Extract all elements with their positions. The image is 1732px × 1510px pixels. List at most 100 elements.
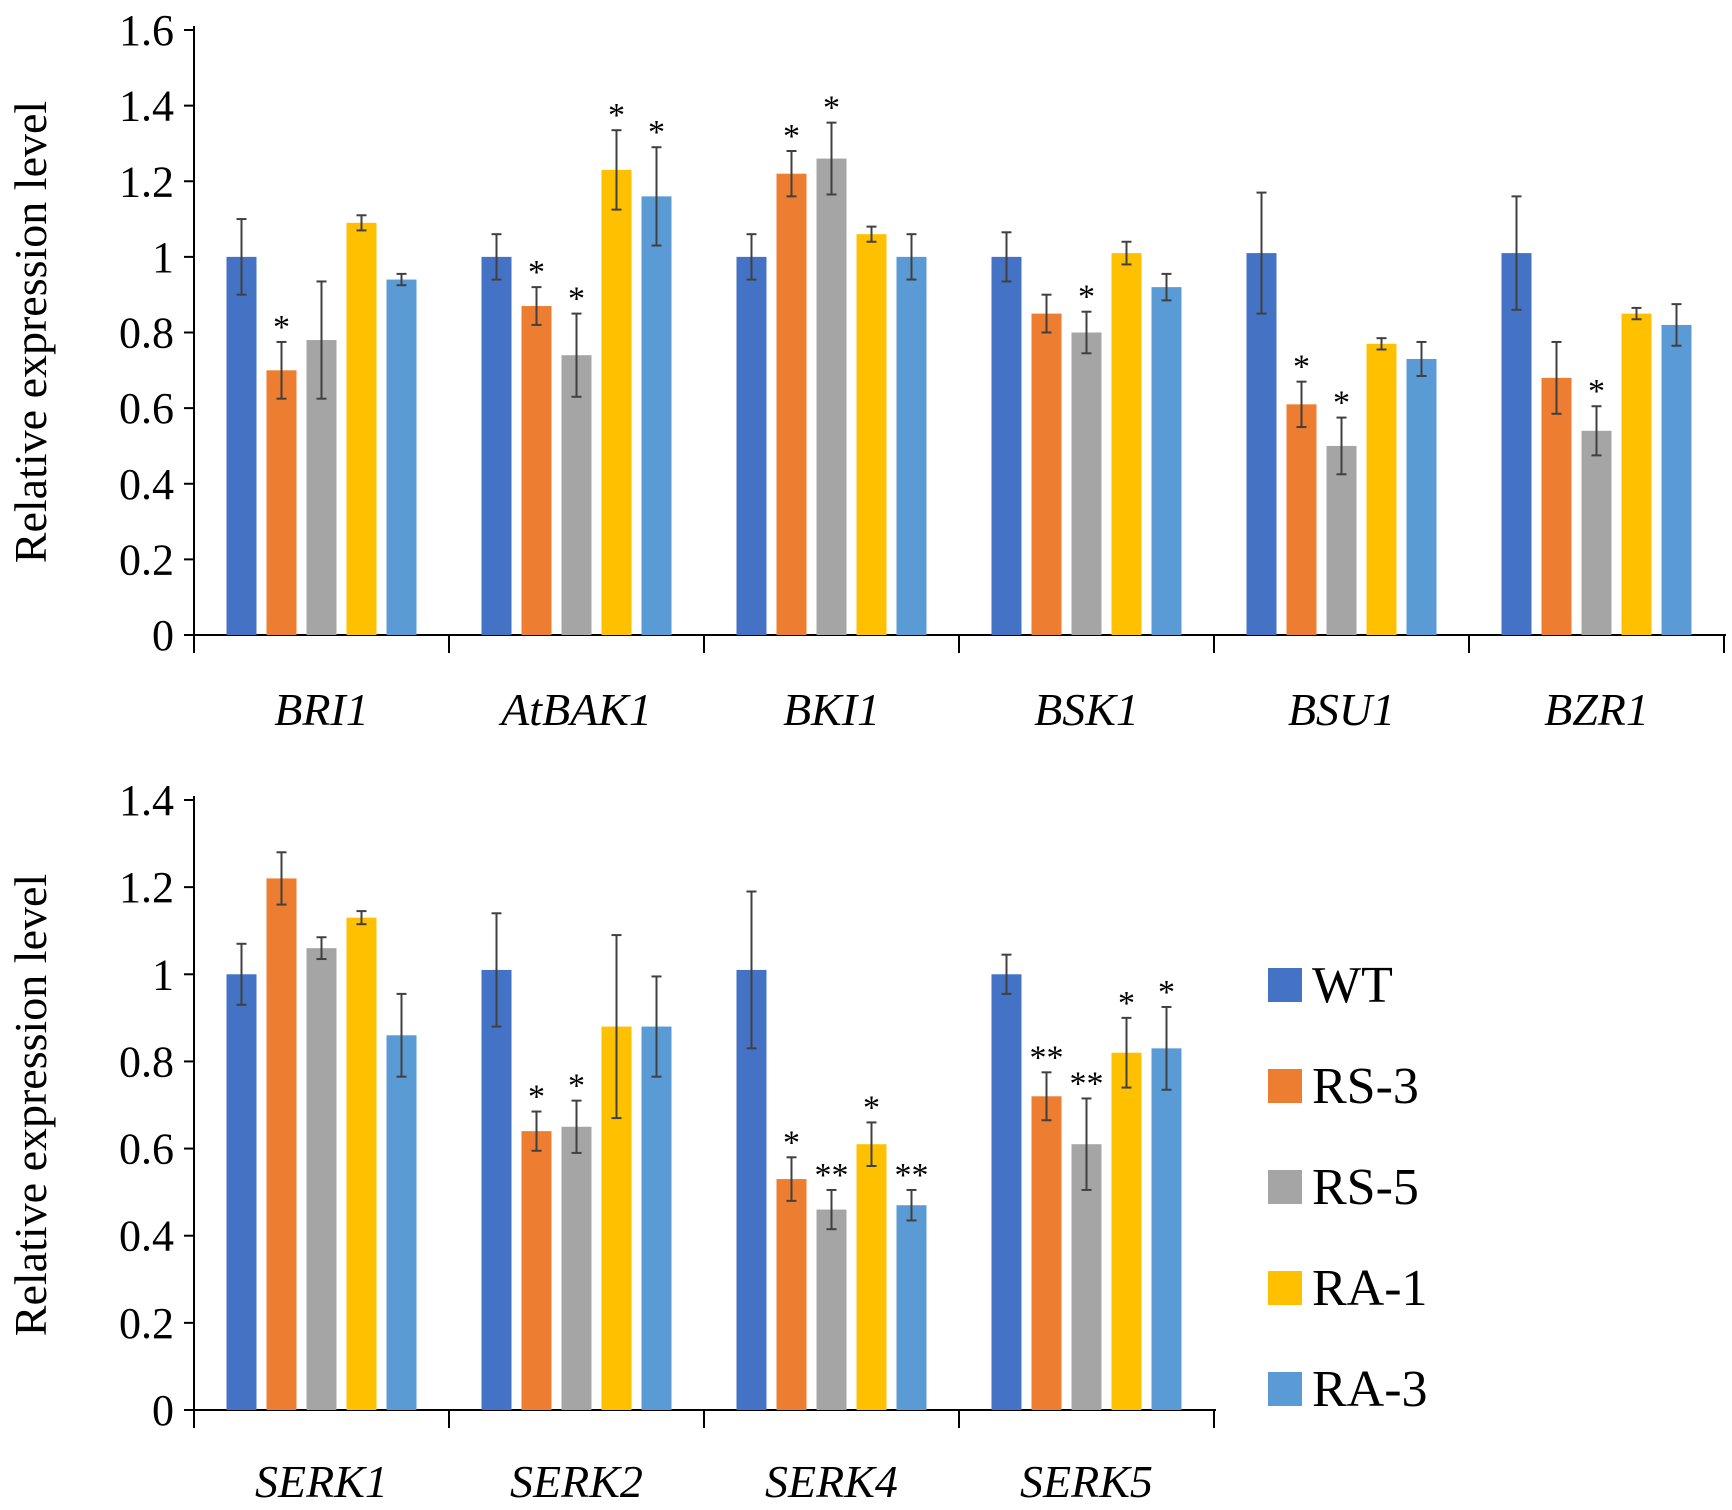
bar [601,169,632,635]
bar [521,1131,552,1410]
legend-swatch [1268,1271,1302,1305]
bar [481,256,512,635]
y-tick-label: 1.2 [119,863,174,912]
significance-mark: * [783,1124,800,1161]
significance-mark: * [1078,279,1095,316]
y-tick-label: 1.4 [119,776,174,825]
y-tick-label: 0.8 [119,1037,174,1086]
category-label: SERK2 [510,1456,643,1507]
y-tick-label: 0.6 [119,384,174,433]
category-label: SERK1 [255,1456,388,1507]
bar [1621,313,1652,635]
bar [991,256,1022,635]
legend-swatch [1268,1170,1302,1204]
significance-mark: * [648,114,665,151]
legend: WT RS-3 RS-5 RA-1 RA-3 [1268,957,1428,1418]
significance-mark: * [1118,985,1135,1022]
bar [1031,313,1062,635]
significance-mark: * [1158,974,1175,1011]
significance-mark: * [1588,373,1605,410]
bar [561,1126,592,1410]
y-axis-title: Relative expression level [5,101,56,563]
significance-mark: * [863,1089,880,1126]
bar [266,370,297,635]
legend-label: RS-3 [1312,1058,1419,1115]
significance-mark: * [528,254,545,291]
significance-mark: ** [1030,1039,1064,1076]
bar [306,948,337,1410]
legend-label: RA-1 [1312,1260,1428,1317]
category-label: BSK1 [1034,684,1139,735]
y-tick-label: 0.4 [119,1212,174,1261]
y-tick-label: 1.6 [119,6,174,55]
significance-mark: ** [815,1157,849,1194]
category-label: SERK4 [765,1456,898,1507]
legend-label: RA-3 [1312,1361,1428,1418]
panel-bottom: 0 0.2 0.4 0.6 0.8 1 1.2 1.4 Relative expression … [5,776,1216,1507]
bar [1071,332,1102,635]
bar [1286,404,1317,635]
category-label: BZR1 [1544,684,1649,735]
y-tick-label: 1 [152,233,174,282]
y-tick-label: 1.4 [119,82,174,131]
legend-label: WT [1312,957,1393,1014]
panel-top: 0 0.2 0.4 0.6 0.8 1 1.2 1.4 1.6 Relative expressi… [5,6,1726,735]
bar [641,1026,672,1410]
category-label: SERK5 [1020,1456,1153,1507]
y-tick-label: 0.8 [119,309,174,358]
legend-swatch [1268,968,1302,1002]
bar [1366,343,1397,635]
y-tick-label: 0.6 [119,1125,174,1174]
significance-mark: ** [895,1157,929,1194]
bar [1151,287,1182,635]
bar [776,173,807,635]
bar [561,355,592,635]
bar [1541,377,1572,635]
significance-mark: ** [1070,1065,1104,1102]
y-tick-label: 0.2 [119,1299,174,1348]
bar [1581,430,1612,635]
bar [226,974,257,1410]
y-tick-label: 1.2 [119,157,174,206]
bar [856,1144,887,1410]
significance-mark: * [608,97,625,134]
category-label: BKI1 [783,684,880,735]
bar [896,1205,927,1410]
y-tick-label: 0 [152,1386,174,1435]
bar [856,234,887,635]
significance-mark: * [568,281,585,318]
bar [1326,445,1357,635]
bar [346,222,377,635]
bar [521,306,552,635]
y-tick-label: 1 [152,950,174,999]
significance-mark: * [783,118,800,155]
bar [386,279,417,635]
significance-mark: * [1333,385,1350,422]
significance-mark: * [568,1068,585,1105]
bar [386,1035,417,1410]
legend-swatch [1268,1069,1302,1103]
category-label: AtBAK1 [498,684,652,735]
bar [816,1209,847,1410]
bar [1406,358,1437,635]
category-label: BSU1 [1288,684,1395,735]
bar [1111,253,1142,635]
bar [1501,253,1532,635]
category-label: BRI1 [274,684,369,735]
bar [896,256,927,635]
bar [1031,1096,1062,1410]
y-tick-label: 0 [152,611,174,660]
bar [991,974,1022,1410]
bar [346,917,377,1410]
bar [641,196,672,635]
bar [1111,1052,1142,1410]
bar [1246,253,1277,635]
y-tick-label: 0.2 [119,535,174,584]
y-tick-label: 0.4 [119,460,174,509]
bar [266,878,297,1410]
bar [816,158,847,635]
bar [1661,324,1692,635]
significance-mark: * [528,1079,545,1116]
bar [776,1179,807,1410]
